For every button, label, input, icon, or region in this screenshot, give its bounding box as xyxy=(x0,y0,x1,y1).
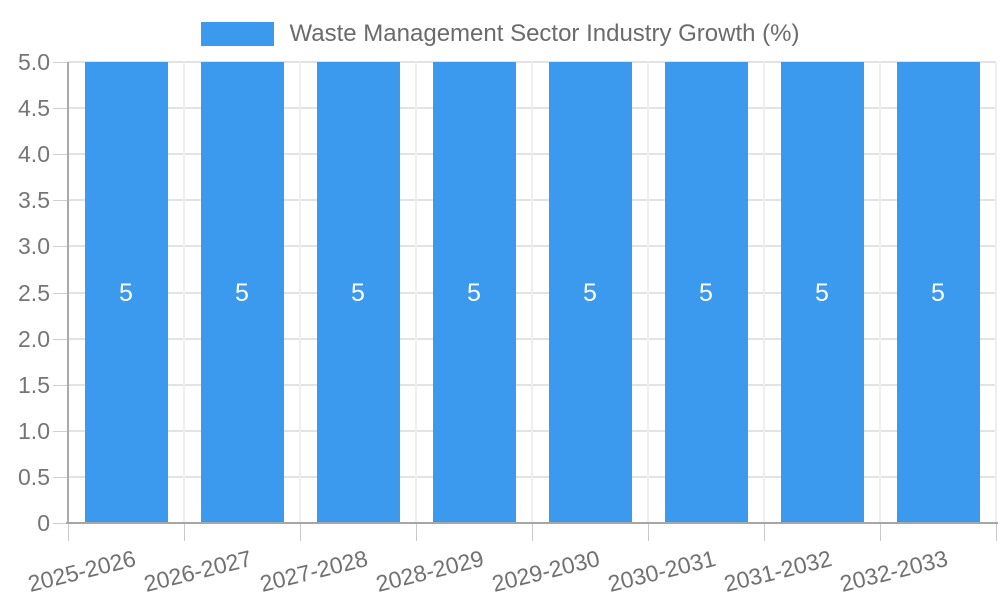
chart-legend[interactable]: Waste Management Sector Industry Growth … xyxy=(0,20,1000,48)
bar-value-label: 5 xyxy=(351,278,365,307)
x-axis-tick xyxy=(68,523,69,541)
y-axis-tick xyxy=(53,108,68,110)
x-axis-tick xyxy=(764,523,765,541)
y-axis-tick xyxy=(53,476,68,478)
y-tick-label: 3.0 xyxy=(18,233,50,260)
x-category-label: 2026-2027 xyxy=(141,545,255,597)
x-category-label: 2027-2028 xyxy=(257,545,371,597)
bar-value-label: 5 xyxy=(583,278,597,307)
bar-value-label: 5 xyxy=(815,278,829,307)
bar[interactable]: 5 xyxy=(316,62,400,523)
bar[interactable]: 5 xyxy=(548,62,632,523)
y-axis-tick xyxy=(53,430,68,432)
bar[interactable]: 5 xyxy=(200,62,284,523)
x-axis-tick xyxy=(416,523,417,541)
bar-value-label: 5 xyxy=(119,278,133,307)
y-tick-label: 3.5 xyxy=(18,187,50,214)
y-tick-label: 0 xyxy=(37,510,50,536)
vertical-gridline xyxy=(995,62,997,523)
y-axis-tick xyxy=(53,384,68,386)
x-category-label: 2028-2029 xyxy=(373,545,487,597)
y-axis-tick xyxy=(53,154,68,156)
vertical-gridline xyxy=(299,62,301,523)
bar[interactable]: 5 xyxy=(84,62,168,523)
x-category-label: 2032-2033 xyxy=(837,545,951,597)
y-tick-label: 1.0 xyxy=(18,417,50,444)
bar[interactable]: 5 xyxy=(432,62,516,523)
x-category-label: 2030-2031 xyxy=(605,545,719,597)
bar[interactable]: 5 xyxy=(896,62,980,523)
x-axis-tick xyxy=(532,523,533,541)
bar-value-label: 5 xyxy=(699,278,713,307)
legend-series-label: Waste Management Sector Industry Growth … xyxy=(289,20,800,47)
y-tick-label: 2.5 xyxy=(18,279,50,306)
bar-value-label: 5 xyxy=(235,278,249,307)
vertical-gridline xyxy=(531,62,533,523)
y-tick-label: 4.0 xyxy=(18,141,50,168)
plot-area: 5.0 4.5 4.0 3.5 3.0 2.5 2.0 1.5 1.0 0.5 0 5 5 5 5 5 5 5 5 2… xyxy=(18,49,998,597)
x-axis-tick xyxy=(184,523,185,541)
vertical-gridline xyxy=(183,62,185,523)
y-tick-label: 4.5 xyxy=(18,95,50,122)
y-axis-tick xyxy=(53,200,68,202)
x-axis-tick xyxy=(300,523,301,541)
vertical-gridline xyxy=(647,62,649,523)
y-tick-label: 0.5 xyxy=(18,463,50,490)
y-tick-label: 2.0 xyxy=(18,325,50,352)
y-axis-tick xyxy=(53,338,68,340)
y-axis-line xyxy=(67,62,69,523)
legend-color-swatch xyxy=(200,22,274,46)
y-axis-tick xyxy=(53,523,68,524)
x-axis-line xyxy=(66,522,998,524)
x-category-label: 2029-2030 xyxy=(489,545,603,597)
vertical-gridline xyxy=(763,62,765,523)
bar-value-label: 5 xyxy=(467,278,481,307)
y-axis-tick xyxy=(53,246,68,248)
y-axis-tick xyxy=(53,292,68,294)
bar[interactable]: 5 xyxy=(664,62,748,523)
x-axis-tick xyxy=(996,523,997,541)
vertical-gridline xyxy=(879,62,881,523)
x-axis-tick xyxy=(648,523,649,541)
y-axis-tick xyxy=(53,62,68,63)
bar[interactable]: 5 xyxy=(780,62,864,523)
y-tick-label: 1.5 xyxy=(18,371,50,398)
x-axis-tick xyxy=(880,523,881,541)
vertical-gridline xyxy=(415,62,417,523)
bar-value-label: 5 xyxy=(931,278,945,307)
x-category-label: 2025-2026 xyxy=(25,545,139,597)
y-tick-label: 5.0 xyxy=(18,49,50,75)
x-category-label: 2031-2032 xyxy=(721,545,835,597)
